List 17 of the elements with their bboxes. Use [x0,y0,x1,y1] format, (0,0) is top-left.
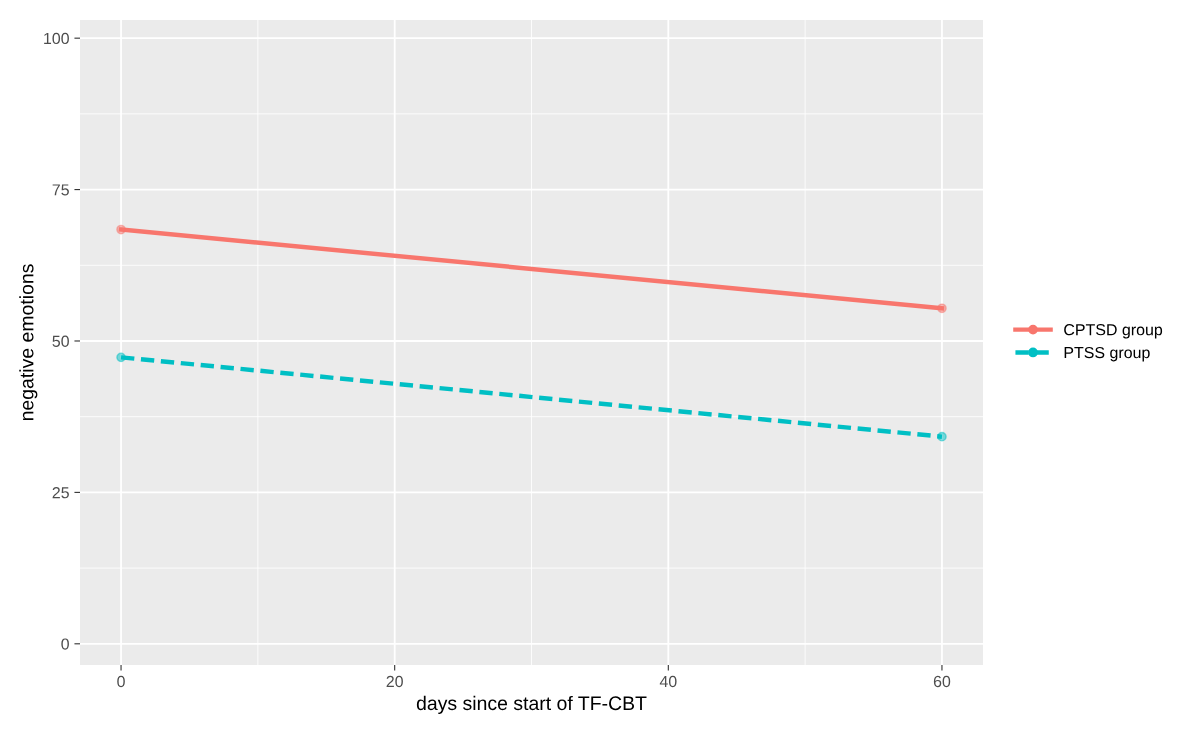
legend-label: CPTSD group [1064,324,1163,339]
y-tick-label: 25 [52,487,69,499]
point [937,431,947,442]
x-tick-label: 60 [933,675,951,688]
point [937,303,947,314]
point [116,224,126,235]
point [116,352,126,363]
y-axis-title: negative emotions [19,264,38,421]
x-tick-label: 0 [117,675,125,688]
y-tick-label: 0 [61,638,69,650]
y-tick-label: 50 [52,335,69,347]
legend-label: PTSS group [1064,346,1150,362]
y-tick-label: 75 [52,184,69,196]
x-axis-title: days since start of TF-CBT [416,695,647,714]
y-tick-label: 100 [44,32,69,45]
x-tick-label: 40 [659,675,677,688]
x-tick-label: 20 [386,675,403,688]
